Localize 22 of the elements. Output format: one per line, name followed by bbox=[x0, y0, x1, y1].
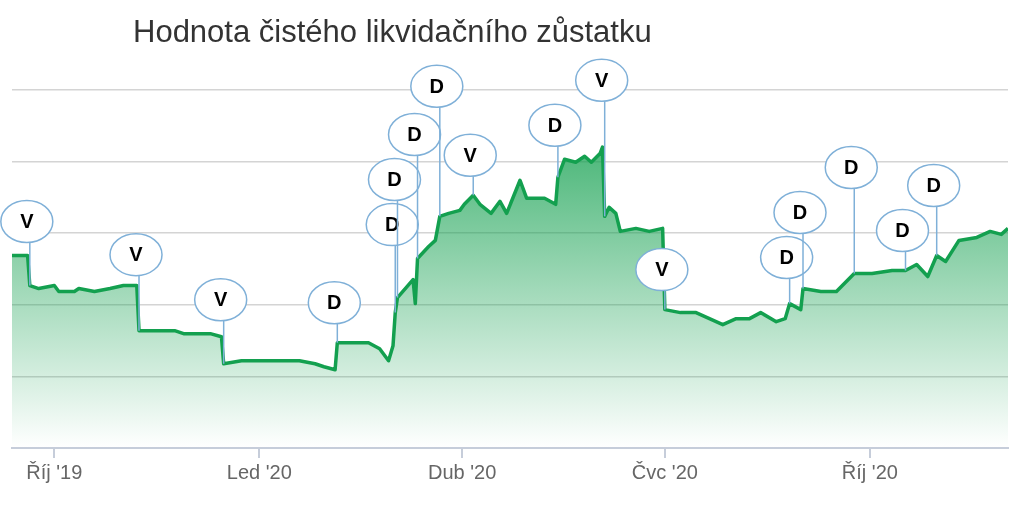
chart-title: Hodnota čistého likvidačního zůstatku bbox=[133, 14, 652, 50]
annotation: D bbox=[779, 246, 794, 269]
annotation: V bbox=[20, 210, 35, 233]
x-tick-label: Led '20 bbox=[226, 460, 292, 483]
x-tick-label: Říj '19 bbox=[26, 460, 83, 483]
x-tick-label: Říj '20 bbox=[841, 460, 898, 483]
x-tick-label: Čvc '20 bbox=[631, 460, 698, 483]
annotation: D bbox=[792, 201, 808, 224]
annotation: V bbox=[129, 243, 144, 266]
annotation: V bbox=[655, 258, 670, 281]
annotation: D bbox=[429, 74, 445, 97]
annotation: D bbox=[895, 219, 910, 242]
annotation: D bbox=[387, 168, 402, 191]
annotation: V bbox=[463, 143, 478, 166]
annotation: D bbox=[327, 291, 342, 314]
annotation: D bbox=[407, 122, 422, 145]
x-tick-label: Dub '20 bbox=[427, 460, 497, 483]
annotation: V bbox=[214, 288, 229, 311]
annotation: V bbox=[595, 68, 610, 91]
annotation: D bbox=[547, 113, 563, 136]
annotation: D bbox=[926, 173, 941, 196]
annotation: D bbox=[844, 156, 859, 179]
